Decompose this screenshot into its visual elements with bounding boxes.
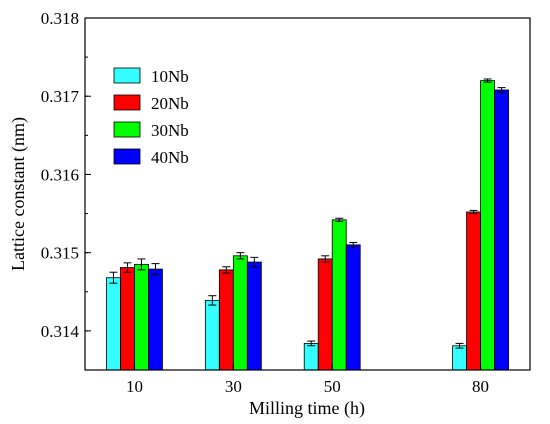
bars (106, 78, 509, 371)
legend-label-30Nb: 30Nb (151, 121, 189, 140)
legend-label-20Nb: 20Nb (151, 94, 189, 113)
bar-40Nb-10 (148, 268, 163, 371)
bar-10Nb-10 (106, 277, 121, 371)
bar-30Nb-80 (480, 80, 495, 371)
legend-label-40Nb: 40Nb (151, 148, 189, 167)
bar-20Nb-80 (466, 211, 481, 371)
y-tick-label: 0.317 (41, 87, 80, 106)
legend-swatch-20Nb (113, 94, 141, 111)
x-tick-label: 80 (472, 377, 489, 396)
x-tick-label: 30 (225, 377, 242, 396)
bar-10Nb-80 (452, 345, 467, 371)
bar-10Nb-50 (303, 343, 319, 371)
bar-20Nb-10 (120, 267, 135, 371)
x-tick-label: 50 (324, 377, 341, 396)
bar-40Nb-80 (494, 89, 509, 371)
bar-20Nb-50 (317, 258, 333, 371)
bar-40Nb-50 (345, 244, 361, 371)
y-tick-label: 0.314 (41, 322, 80, 341)
legend-swatch-30Nb (113, 121, 141, 138)
legend-label-10Nb: 10Nb (151, 67, 189, 86)
legend-swatch-10Nb (113, 67, 141, 84)
x-tick-label: 10 (126, 377, 143, 396)
y-tick-label: 0.318 (41, 9, 79, 28)
bar-30Nb-30 (232, 255, 248, 371)
y-tick-label: 0.315 (41, 244, 79, 263)
legend-swatch-40Nb (113, 148, 141, 165)
axes (84, 17, 531, 371)
legend: 10Nb 20Nb 30Nb 40Nb (113, 67, 189, 167)
ticks: 0.314 0.315 0.316 0.317 0.318 10 30 50 80 (41, 9, 489, 396)
bar-10Nb-30 (204, 299, 220, 371)
bar-20Nb-30 (218, 269, 234, 371)
x-axis-title: Milling time (h) (249, 398, 365, 419)
bar-40Nb-30 (246, 261, 262, 371)
bar-30Nb-50 (331, 219, 347, 371)
bar-30Nb-10 (134, 263, 149, 371)
y-axis-title: Lattice constant (nm) (8, 117, 29, 271)
plot-frame (84, 17, 531, 371)
y-tick-label: 0.316 (41, 165, 79, 184)
